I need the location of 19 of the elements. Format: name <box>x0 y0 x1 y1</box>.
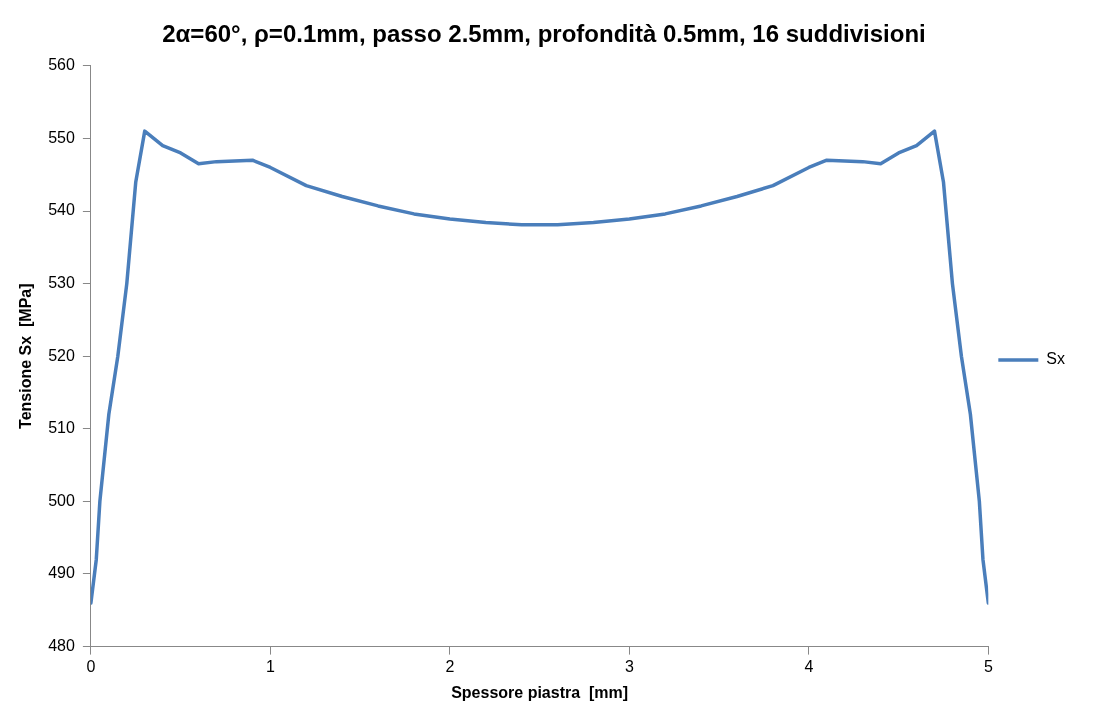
y-tick-label: 520 <box>48 346 75 364</box>
y-tick-label: 510 <box>48 419 75 437</box>
x-tick-label: 1 <box>265 657 275 675</box>
y-tick-label: 500 <box>48 491 75 509</box>
x-tick-label: 3 <box>624 657 634 675</box>
x-tick-label: 4 <box>804 657 814 675</box>
x-axis-title: Spessore piastra [mm] <box>451 683 629 701</box>
x-tick-label: 5 <box>983 657 993 675</box>
y-tick-label: 540 <box>48 201 75 219</box>
x-tick-label: 2 <box>445 657 455 675</box>
chart-title: 2α=60°, ρ=0.1mm, passo 2.5mm, profondità 0.5mm, 16 suddivisioni <box>162 20 926 48</box>
y-tick-label: 530 <box>48 274 75 292</box>
y-tick-label: 480 <box>48 637 75 655</box>
x-tick-label: 0 <box>86 657 96 675</box>
y-axis-title: Tensione Sx [MPa] <box>17 283 35 429</box>
y-tick-label: 490 <box>48 564 75 582</box>
y-tick-label: 560 <box>48 56 75 74</box>
y-tick-label: 550 <box>48 128 75 146</box>
legend-label: Sx <box>1046 350 1065 368</box>
